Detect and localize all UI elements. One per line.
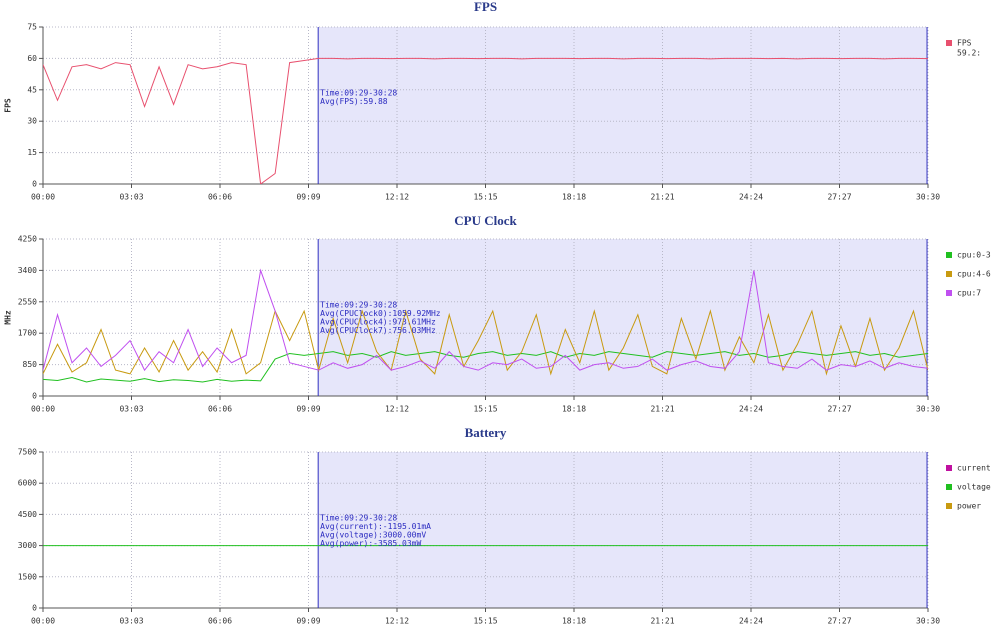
legend-swatch <box>946 271 952 277</box>
x-tick-label: 24:24 <box>739 193 763 202</box>
x-tick-label: 15:15 <box>473 617 497 626</box>
annotation: Avg(FPS):59.88 <box>320 97 388 106</box>
x-tick-label: 21:21 <box>650 193 674 202</box>
x-tick-label: 27:27 <box>827 193 851 202</box>
y-tick-label: 4500 <box>18 510 37 519</box>
legend-label: FPS <box>957 39 972 48</box>
x-tick-label: 27:27 <box>827 617 851 626</box>
x-tick-label: 06:06 <box>208 193 232 202</box>
series-line <box>43 309 928 376</box>
legend-label: power <box>957 502 981 511</box>
y-tick-label: 30 <box>27 117 37 126</box>
y-tick-label: 45 <box>27 85 37 94</box>
legend-swatch <box>946 503 952 509</box>
y-tick-label: 0 <box>32 604 37 613</box>
series-line <box>43 351 928 383</box>
annotation: Avg(CPUClock4):973.61MHz <box>320 318 436 327</box>
x-tick-label: 09:09 <box>296 193 320 202</box>
legend-label: voltage <box>957 483 991 492</box>
annotation: Avg(CPUClock0):1059.92MHz <box>320 309 441 318</box>
y-tick-label: 3400 <box>18 266 37 275</box>
annotation: Time:09:29-30:28 <box>320 89 397 98</box>
y-tick-label: 850 <box>23 360 38 369</box>
x-tick-label: 15:15 <box>473 193 497 202</box>
y-tick-label: 1700 <box>18 329 37 338</box>
x-tick-label: 12:12 <box>385 405 409 414</box>
y-tick-label: 1500 <box>18 572 37 581</box>
annotation: Avg(CPUClock7):756.03MHz <box>320 326 436 335</box>
legend-label: cpu:0-3 <box>957 251 991 260</box>
y-tick-label: 60 <box>27 54 37 63</box>
annotation: Avg(power):-3585.03mW <box>320 539 421 548</box>
x-tick-label: 27:27 <box>827 405 851 414</box>
y-tick-label: 7500 <box>18 448 37 457</box>
chart-title: CPU Clock <box>454 213 517 228</box>
y-tick-label: 4250 <box>18 235 37 244</box>
x-tick-label: 03:03 <box>119 193 143 202</box>
x-tick-label: 30:30 <box>916 405 940 414</box>
selection-region <box>318 27 928 184</box>
chart-title: FPS <box>474 0 497 14</box>
legend-swatch <box>946 252 952 258</box>
x-tick-label: 30:30 <box>916 193 940 202</box>
y-tick-label: 2550 <box>18 297 37 306</box>
chart-title: Battery <box>465 425 507 440</box>
legend-swatch <box>946 484 952 490</box>
x-tick-label: 12:12 <box>385 193 409 202</box>
x-tick-label: 06:06 <box>208 617 232 626</box>
annotation: Avg(current):-1195.01mA <box>320 522 431 531</box>
x-tick-label: 00:00 <box>31 617 55 626</box>
x-tick-label: 21:21 <box>650 617 674 626</box>
legend-label: cpu:7 <box>957 289 981 298</box>
x-tick-label: 00:00 <box>31 193 55 202</box>
selection-region <box>318 452 928 608</box>
y-axis-label: FPS <box>4 98 13 113</box>
legend-label: current <box>957 464 991 473</box>
legend-swatch <box>946 290 952 296</box>
x-tick-label: 03:03 <box>119 617 143 626</box>
x-tick-label: 15:15 <box>473 405 497 414</box>
series-line <box>43 57 928 184</box>
annotation: Time:09:29-30:28 <box>320 301 397 310</box>
y-tick-label: 0 <box>32 392 37 401</box>
x-tick-label: 24:24 <box>739 617 763 626</box>
legend-value: 59.2: <box>957 49 981 58</box>
x-tick-label: 24:24 <box>739 405 763 414</box>
x-tick-label: 12:12 <box>385 617 409 626</box>
y-tick-label: 75 <box>27 23 37 32</box>
x-tick-label: 30:30 <box>916 617 940 626</box>
y-axis-label: MHz <box>4 310 13 325</box>
x-tick-label: 18:18 <box>562 405 586 414</box>
y-tick-label: 0 <box>32 180 37 189</box>
annotation: Time:09:29-30:28 <box>320 514 397 523</box>
x-tick-label: 18:18 <box>562 617 586 626</box>
x-tick-label: 09:09 <box>296 405 320 414</box>
annotation: Avg(voltage):3000.00mV <box>320 531 426 540</box>
x-tick-label: 21:21 <box>650 405 674 414</box>
legend-label: cpu:4-6 <box>957 270 991 279</box>
y-tick-label: 6000 <box>18 479 37 488</box>
y-tick-label: 15 <box>27 148 37 157</box>
series-line <box>43 268 928 372</box>
legend-swatch <box>946 40 952 46</box>
y-tick-label: 3000 <box>18 541 37 550</box>
x-tick-label: 00:00 <box>31 405 55 414</box>
legend-swatch <box>946 465 952 471</box>
x-tick-label: 06:06 <box>208 405 232 414</box>
x-tick-label: 03:03 <box>119 405 143 414</box>
x-tick-label: 09:09 <box>296 617 320 626</box>
x-tick-label: 18:18 <box>562 193 586 202</box>
